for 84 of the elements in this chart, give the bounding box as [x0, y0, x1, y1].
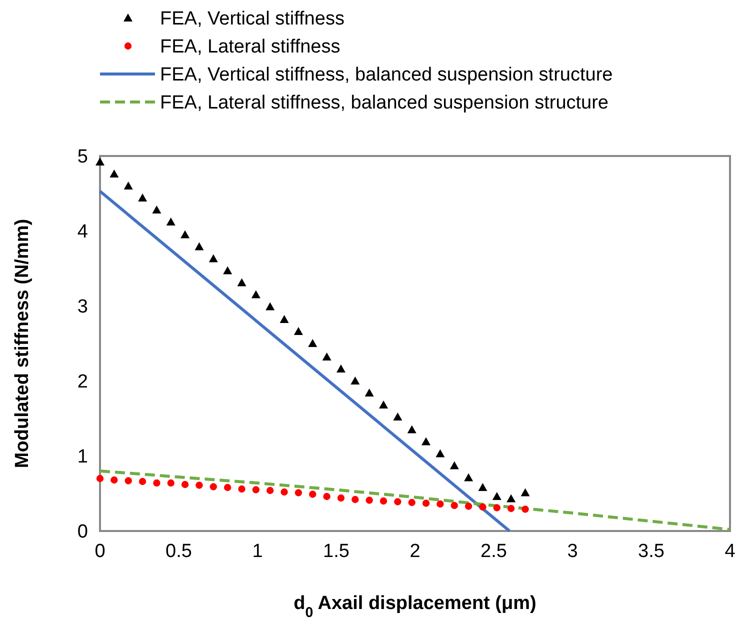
point: [196, 482, 203, 489]
x-tick-label: 0: [94, 541, 106, 562]
point: [352, 496, 359, 504]
point: [366, 496, 373, 504]
point: [464, 502, 472, 510]
point: [492, 492, 502, 500]
point: [237, 278, 246, 286]
point: [180, 230, 190, 238]
point: [464, 473, 474, 482]
point: [407, 425, 416, 434]
x-tick-label: 0.5: [166, 541, 192, 562]
y-tick-label: 0: [77, 522, 88, 543]
y-axis-title: Modulated stiffness (N/mm): [12, 218, 33, 468]
legend-label: FEA, Vertical stiffness, balanced suspension structure: [160, 64, 613, 86]
point: [450, 461, 459, 470]
legend-label: FEA, Lateral stiffness: [160, 36, 340, 58]
y-tick-label: 3: [77, 296, 88, 318]
point: [238, 485, 246, 493]
point: [379, 400, 388, 408]
point: [166, 218, 176, 226]
point: [153, 479, 160, 487]
point: [266, 486, 274, 494]
point: [493, 504, 500, 512]
point: [350, 376, 360, 384]
point: [479, 503, 486, 511]
x-tick-label: 3: [567, 541, 578, 562]
x-tick-label: 2: [410, 541, 420, 562]
point: [323, 492, 330, 500]
y-tick-label: 1: [77, 446, 88, 468]
y-tick-label: 5: [77, 146, 88, 168]
x-tick-label: 4: [724, 541, 735, 562]
point: [520, 488, 530, 496]
legend-label: FEA, Lateral stiffness, balanced suspension structure: [160, 92, 609, 114]
point: [394, 498, 402, 506]
point: [408, 498, 416, 506]
x-axis-title: d$_{0}$ Axail displacement (μm): [294, 593, 536, 621]
point: [194, 242, 204, 250]
legend-label: FEA, Vertical stiffness: [160, 8, 344, 30]
point: [337, 494, 345, 502]
point: [138, 194, 148, 202]
point: [450, 502, 458, 510]
point: [210, 483, 217, 490]
point: [280, 488, 288, 496]
point: [96, 474, 104, 482]
point: [506, 494, 516, 502]
point: [252, 486, 260, 494]
x-tick-label: 1.5: [323, 541, 350, 562]
y-tick-label: 4: [77, 222, 88, 243]
point: [436, 500, 444, 508]
point: [152, 206, 162, 214]
point: [309, 490, 316, 498]
point: [308, 339, 318, 347]
point: [181, 480, 189, 488]
line-series: [98, 470, 732, 531]
point: [96, 158, 104, 166]
x-tick-label: 3.5: [638, 541, 664, 562]
point: [478, 483, 488, 491]
point: [110, 170, 119, 178]
point: [380, 497, 388, 505]
point: [422, 500, 430, 507]
point: [393, 412, 402, 420]
point: [208, 254, 218, 262]
point: [124, 477, 132, 484]
x-tick-label: 2.5: [480, 541, 507, 562]
point: [322, 352, 332, 360]
point: [280, 315, 289, 323]
point: [294, 327, 303, 335]
point: [522, 506, 529, 513]
point: [507, 504, 515, 512]
y-tick-label: 2: [77, 372, 88, 393]
point: [266, 302, 275, 310]
point: [436, 449, 445, 458]
point: [138, 478, 146, 486]
point: [167, 479, 174, 487]
point: [251, 290, 260, 298]
point: [110, 476, 118, 484]
point: [422, 437, 431, 446]
point: [364, 388, 374, 396]
point: [124, 182, 133, 190]
point: [223, 266, 232, 274]
point: [224, 484, 232, 492]
point: [294, 489, 302, 496]
point: [336, 364, 346, 372]
x-tick-label: 1: [252, 541, 263, 562]
